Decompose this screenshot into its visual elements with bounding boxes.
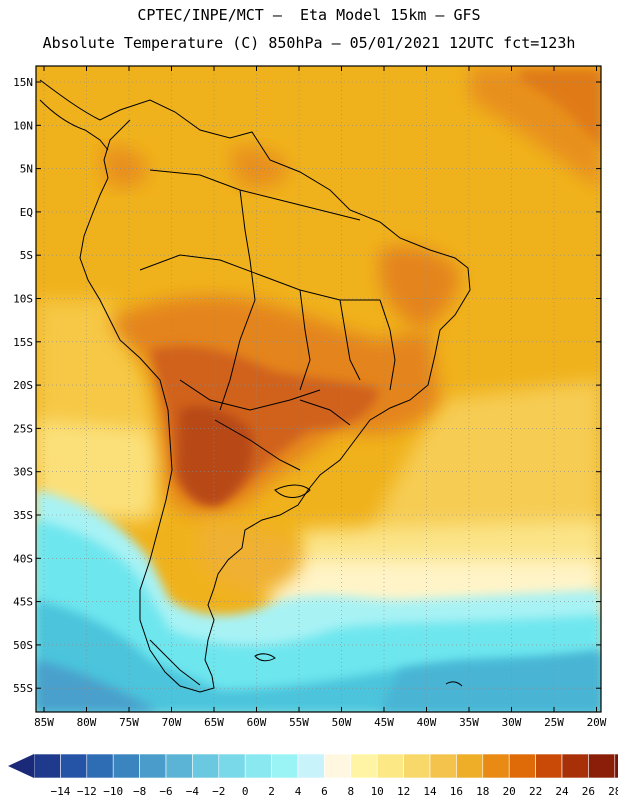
colorbar-swatch (403, 753, 431, 779)
colorbar-label: −6 (159, 785, 172, 798)
colorbar-label: 18 (476, 785, 489, 798)
colorbar-label: −4 (186, 785, 200, 798)
colorbar-label: 16 (450, 785, 463, 798)
lon-label: 20W (587, 716, 607, 729)
colorbar-swatch (297, 753, 325, 779)
colorbar-swatch (482, 753, 510, 779)
colorbar-swatch (535, 753, 563, 779)
lat-label: 10S (13, 293, 33, 306)
colorbar-label: 10 (371, 785, 384, 798)
lat-label: 15S (13, 336, 33, 349)
colorbar-swatch (165, 753, 193, 779)
colorbar-label: −12 (77, 785, 97, 798)
colorbar-label: 12 (397, 785, 410, 798)
lon-label: 65W (204, 716, 224, 729)
colorbar (8, 753, 618, 779)
longitude-labels: 85W 80W 75W 70W 65W 60W 55W 50W 45W 40W 35W 30W 25W 2… (34, 716, 607, 729)
colorbar-swatch (60, 753, 88, 779)
lon-label: 55W (289, 716, 309, 729)
lat-label: EQ (20, 206, 33, 219)
colorbar-swatch (218, 753, 246, 779)
lat-label: 40S (13, 552, 33, 565)
colorbar-swatch (614, 753, 618, 779)
lat-label: 15N (13, 76, 33, 89)
lat-label: 10N (13, 119, 33, 132)
map-frame (35, 65, 602, 713)
colorbar-label: −10 (103, 785, 123, 798)
chart-title: CPTEC/INPE/MCT – Eta Model 15km – GFS (137, 6, 481, 24)
colorbar-label: 14 (423, 785, 437, 798)
colorbar-swatch (139, 753, 167, 779)
colorbar-swatch (588, 753, 616, 779)
colorbar-label: 0 (242, 785, 249, 798)
colorbar-swatch (112, 753, 140, 779)
colorbar-swatch (244, 753, 272, 779)
colorbar-swatch (33, 753, 61, 779)
colorbar-label: 24 (555, 785, 569, 798)
colorbar-label: 2 (268, 785, 275, 798)
lat-label: 5S (20, 249, 33, 262)
lat-label: 20S (13, 379, 33, 392)
lon-label: 60W (247, 716, 267, 729)
colorbar-swatch (324, 753, 352, 779)
lat-label: 30S (13, 466, 33, 479)
lon-label: 25W (544, 716, 564, 729)
lon-label: 45W (374, 716, 394, 729)
lat-label: 45S (13, 596, 33, 609)
lon-label: 40W (417, 716, 437, 729)
coastline (39, 79, 471, 693)
lat-label: 55S (13, 682, 33, 695)
lat-label: 5N (20, 163, 33, 176)
lon-label: 80W (77, 716, 97, 729)
colorbar-label: 26 (582, 785, 595, 798)
lat-label: 50S (13, 639, 33, 652)
colorbar-label: 4 (295, 785, 302, 798)
lon-label: 30W (502, 716, 522, 729)
lat-label: 35S (13, 509, 33, 522)
colorbar-swatch (456, 753, 484, 779)
colorbar-swatch (508, 753, 536, 779)
lon-label: 85W (34, 716, 54, 729)
colorbar-label: 20 (503, 785, 516, 798)
temperature-field (36, 66, 601, 712)
colorbar-swatch (561, 753, 589, 779)
lon-label: 35W (459, 716, 479, 729)
colorbar-label: −8 (133, 785, 146, 798)
colorbar-swatch (350, 753, 378, 779)
colorbar-label: 8 (347, 785, 354, 798)
colorbar-left-arrow (8, 754, 34, 778)
colorbar-swatch (376, 753, 404, 779)
colorbar-swatch (86, 753, 114, 779)
lon-label: 75W (119, 716, 139, 729)
axis-ticks (36, 66, 601, 712)
colorbar-swatch (429, 753, 457, 779)
lon-label: 70W (162, 716, 182, 729)
colorbar-label: −14 (50, 785, 70, 798)
colorbar-label: 28 (608, 785, 618, 798)
colorbar-label: 6 (321, 785, 328, 798)
lat-label: 25S (13, 422, 33, 435)
latitude-labels: 15N 10N 5N EQ 5S 10S 15S 20S 25S 30S 35S 40S 45S 50S 5… (13, 76, 33, 695)
colorbar-label: −2 (212, 785, 225, 798)
colorbar-swatch (271, 753, 299, 779)
colorbar-label: 22 (529, 785, 542, 798)
colorbar-labels: −14 −12 −10 −8 −6 −4 −2 0 2 4 6 8 10 12 14 16 18 20 22 24 26… (50, 785, 618, 798)
lon-label: 50W (332, 716, 352, 729)
chart-subtitle: Absolute Temperature (C) 850hPa – 05/01/… (42, 34, 576, 52)
colorbar-swatch (192, 753, 220, 779)
